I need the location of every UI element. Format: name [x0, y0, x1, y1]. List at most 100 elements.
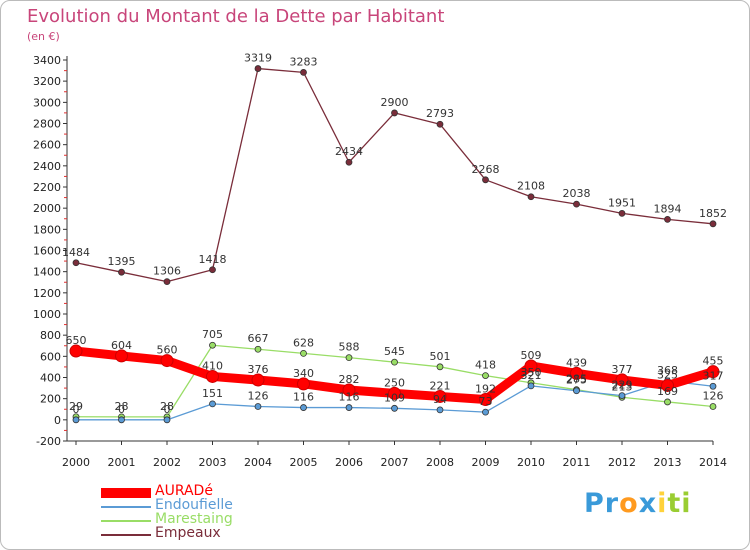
- data-label-marestaing: 28: [160, 400, 174, 413]
- legend-swatch-aurade: [101, 488, 151, 498]
- data-label-empeaux: 1894: [654, 202, 682, 215]
- legend-label-aurade: AURADé: [155, 483, 213, 499]
- data-label-marestaing: 213: [612, 380, 633, 393]
- data-label-aurad-: 250: [384, 376, 405, 389]
- data-point-aurad-: [115, 349, 128, 363]
- x-tick-label: 2011: [563, 456, 591, 469]
- x-tick-label: 2000: [62, 456, 90, 469]
- legend-label-empeaux: Empeaux: [155, 525, 221, 541]
- data-point-marestaing: [482, 372, 489, 379]
- x-tick-label: 2012: [608, 456, 636, 469]
- data-label-aurad-: 325: [657, 368, 678, 381]
- data-label-empeaux: 3283: [290, 55, 318, 68]
- y-tick-label: 800: [40, 329, 61, 342]
- data-point-endoufielle: [345, 404, 353, 411]
- legend-swatch-marestaing: [101, 520, 151, 522]
- data-label-empeaux: 1951: [608, 196, 636, 209]
- data-point-marestaing: [209, 341, 216, 349]
- data-label-aurad-: 410: [202, 359, 223, 372]
- data-label-endoufielle: 116: [293, 391, 314, 404]
- data-label-marestaing: 28: [115, 400, 129, 413]
- y-tick-label: 1400: [33, 266, 61, 279]
- data-label-empeaux: 1852: [699, 207, 727, 220]
- axes: -200020040060080010001200140016001800200…: [33, 54, 727, 469]
- data-point-aurad-: [661, 378, 674, 392]
- data-point-empeaux: [118, 268, 125, 276]
- x-tick-label: 2005: [290, 456, 318, 469]
- data-point-aurad-: [570, 366, 583, 380]
- data-label-marestaing: 169: [657, 385, 678, 398]
- data-point-aurad-: [706, 365, 720, 379]
- legend-label-marestaing: Marestaing: [155, 511, 233, 527]
- data-label-marestaing: 667: [248, 332, 269, 345]
- data-label-endoufielle: 109: [384, 391, 405, 404]
- data-label-marestaing: 501: [430, 350, 451, 363]
- data-point-empeaux: [345, 158, 353, 166]
- y-tick-label: 3000: [33, 96, 61, 109]
- data-label-endoufielle: 368: [657, 364, 678, 377]
- logo-letter: o: [619, 488, 639, 519]
- y-tick-label: 2400: [33, 160, 61, 173]
- data-point-empeaux: [163, 278, 171, 286]
- data-point-aurad-: [342, 383, 356, 397]
- data-label-empeaux: 1484: [62, 246, 90, 259]
- logo-letter: i: [681, 488, 692, 519]
- data-label-empeaux: 2434: [335, 145, 363, 158]
- series-points: [69, 65, 720, 424]
- data-point-empeaux: [527, 193, 535, 201]
- data-point-marestaing: [709, 403, 717, 410]
- data-point-aurad-: [479, 393, 492, 407]
- data-label-endoufielle: 317: [703, 369, 724, 382]
- data-label-endoufielle: 116: [339, 391, 360, 404]
- data-label-endoufielle: 321: [521, 369, 542, 382]
- data-point-aurad-: [160, 354, 174, 368]
- data-label-marestaing: 418: [475, 359, 496, 372]
- y-tick-label: 2200: [33, 181, 61, 194]
- data-label-aurad-: 509: [521, 349, 542, 362]
- data-label-endoufielle: 0: [118, 403, 125, 416]
- data-point-empeaux: [254, 65, 262, 72]
- data-label-empeaux: 3319: [244, 52, 272, 65]
- logo-letter: t: [667, 488, 682, 519]
- data-point-aurad-: [297, 377, 310, 391]
- data-point-marestaing: [436, 363, 444, 371]
- data-label-aurad-: 340: [293, 367, 314, 380]
- data-label-endoufielle: 94: [433, 393, 447, 406]
- data-label-aurad-: 376: [248, 363, 269, 376]
- x-tick-label: 2002: [153, 456, 181, 469]
- data-label-aurad-: 650: [66, 334, 87, 347]
- y-tick-label: 1600: [33, 245, 61, 258]
- data-point-empeaux: [482, 176, 489, 184]
- data-point-endoufielle: [209, 400, 216, 408]
- y-tick-label: 1200: [33, 287, 61, 300]
- x-tick-label: 2013: [654, 456, 682, 469]
- data-point-endoufielle: [391, 404, 398, 412]
- data-label-empeaux: 1395: [108, 255, 136, 268]
- data-point-endoufielle: [482, 408, 489, 416]
- data-label-empeaux: 2900: [381, 96, 409, 109]
- y-tick-label: 2800: [33, 118, 61, 131]
- data-point-empeaux: [436, 120, 444, 128]
- data-point-empeaux: [209, 266, 216, 274]
- data-point-marestaing: [664, 398, 671, 406]
- data-label-endoufielle: 275: [566, 374, 587, 387]
- data-label-marestaing: 628: [293, 336, 314, 349]
- data-point-endoufielle: [709, 382, 717, 390]
- data-label-endoufielle: 0: [164, 403, 171, 416]
- x-tick-label: 2001: [108, 456, 136, 469]
- x-tick-label: 2010: [517, 456, 545, 469]
- x-tick-label: 2014: [699, 456, 727, 469]
- data-point-empeaux: [573, 200, 580, 208]
- data-label-empeaux: 2038: [563, 187, 591, 200]
- data-point-empeaux: [300, 68, 307, 76]
- y-tick-label: 3400: [33, 54, 61, 67]
- x-tick-label: 2008: [426, 456, 454, 469]
- data-point-aurad-: [206, 369, 219, 383]
- y-tick-label: 600: [40, 350, 61, 363]
- data-label-aurad-: 455: [703, 355, 724, 368]
- y-tick-label: 0: [54, 414, 61, 427]
- data-point-endoufielle: [72, 416, 80, 424]
- legend-label-endoufielle: Endoufielle: [155, 497, 233, 513]
